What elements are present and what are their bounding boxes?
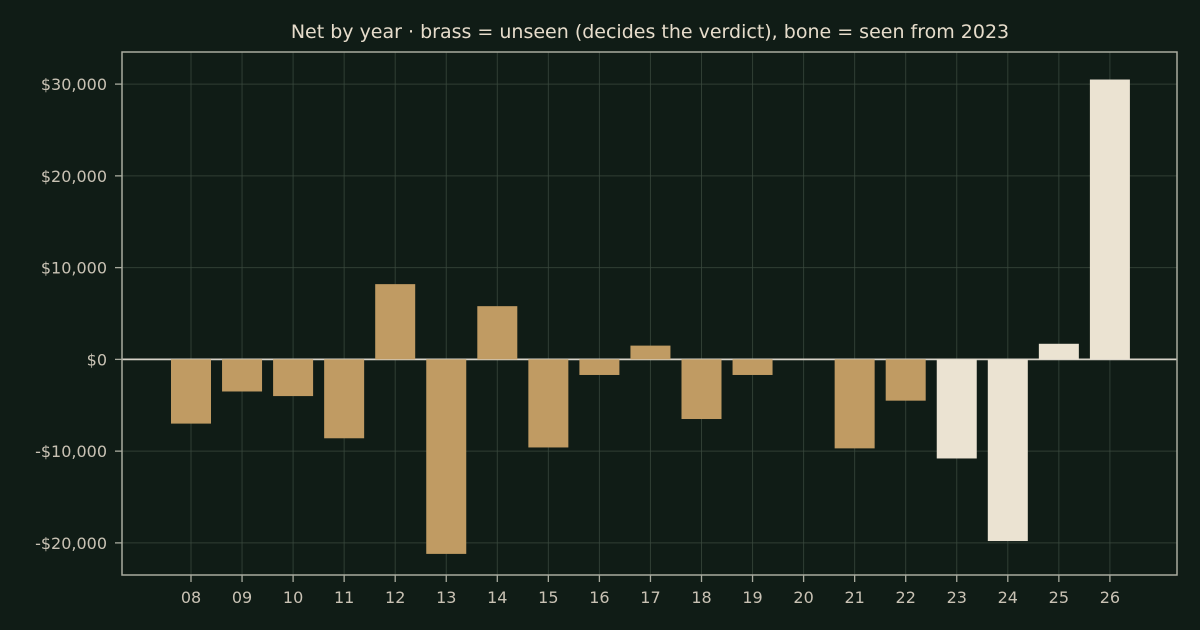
bar-15: [528, 359, 569, 448]
y-tick-label: $10,000: [41, 259, 107, 278]
x-tick-label: 21: [844, 588, 864, 607]
x-tick-label: 25: [1049, 588, 1069, 607]
bar-23: [936, 359, 977, 459]
bar-08: [171, 359, 211, 424]
x-tick-label: 26: [1100, 588, 1120, 607]
bar-26: [1089, 79, 1130, 360]
bar-18: [681, 359, 722, 420]
x-tick-label: 23: [947, 588, 967, 607]
bar-25: [1038, 343, 1079, 360]
bar-21: [834, 359, 875, 449]
plot-area-frame: [121, 51, 1178, 576]
bar-14: [477, 306, 518, 360]
bar-12: [375, 284, 416, 360]
bar-24: [987, 359, 1028, 542]
x-tick-label: 13: [436, 588, 456, 607]
bar-22: [885, 359, 926, 401]
x-tick-label: 22: [896, 588, 916, 607]
y-tick-label: -$10,000: [35, 442, 107, 461]
x-tick-label: 08: [181, 588, 201, 607]
x-tick-label: 18: [691, 588, 711, 607]
y-tick-label: -$20,000: [35, 534, 107, 553]
x-tick-label: 20: [793, 588, 813, 607]
ticks-layer: [115, 83, 1111, 582]
y-tick-label: $0: [87, 350, 107, 369]
bar-17: [630, 345, 671, 360]
bars-layer: [171, 79, 1130, 554]
bar-13: [426, 359, 467, 554]
x-tick-label: 15: [538, 588, 558, 607]
x-tick-label: 11: [334, 588, 354, 607]
x-tick-label: 14: [487, 588, 507, 607]
chart-title: Net by year · brass = unseen (decides th…: [291, 21, 1009, 43]
tick-labels-layer: -$20,000 -$10,000 $0 $10,000 $20,000 $30,000 0…: [35, 75, 1120, 607]
x-tick-label: 09: [232, 588, 252, 607]
bar-09: [222, 359, 263, 392]
bar-19: [732, 359, 773, 375]
x-tick-label: 10: [283, 588, 303, 607]
x-tick-label: 19: [742, 588, 762, 607]
y-tick-label: $30,000: [41, 75, 107, 94]
y-tick-label: $20,000: [41, 167, 107, 186]
x-tick-label: 16: [589, 588, 609, 607]
x-tick-label: 12: [385, 588, 405, 607]
x-tick-label: 24: [998, 588, 1018, 607]
bar-11: [324, 359, 365, 439]
bar-10: [273, 359, 314, 397]
bar-16: [579, 359, 620, 375]
x-tick-label: 17: [640, 588, 660, 607]
